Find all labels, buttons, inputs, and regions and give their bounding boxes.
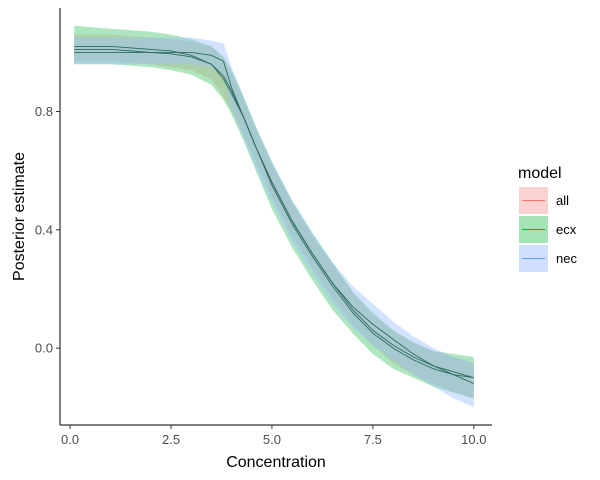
legend-item-all: all [519, 187, 569, 214]
x-tick-label: 0.0 [61, 432, 79, 447]
confidence-bands [74, 25, 474, 408]
x-tick-label: 10.0 [461, 432, 486, 447]
legend-item-nec: nec [519, 245, 577, 272]
legend-item-ecx: ecx [519, 216, 577, 243]
x-tick-label: 7.5 [364, 432, 382, 447]
y-axis-title: Posterior estimate [11, 152, 28, 281]
legend-label-nec: nec [556, 251, 577, 266]
y-tick-label: 0.0 [35, 341, 53, 356]
band-ecx [74, 25, 474, 399]
series-lines [74, 45, 474, 385]
line-all [74, 48, 474, 379]
legend-label-all: all [556, 193, 569, 208]
line-nec [74, 51, 474, 385]
legend-title: model [518, 165, 562, 182]
y-axis-ticks: 0.0 0.4 0.8 [35, 104, 60, 356]
legend-label-ecx: ecx [556, 222, 577, 237]
y-tick-label: 0.4 [35, 222, 53, 237]
x-tick-label: 5.0 [263, 432, 281, 447]
x-tick-label: 2.5 [162, 432, 180, 447]
band-nec [74, 37, 474, 408]
x-axis-ticks: 0.0 2.5 5.0 7.5 10.0 [61, 425, 486, 447]
x-axis-title: Concentration [226, 454, 326, 471]
band-all [74, 34, 474, 399]
y-tick-label: 0.8 [35, 104, 53, 119]
legend: model all ecx nec [518, 165, 577, 272]
